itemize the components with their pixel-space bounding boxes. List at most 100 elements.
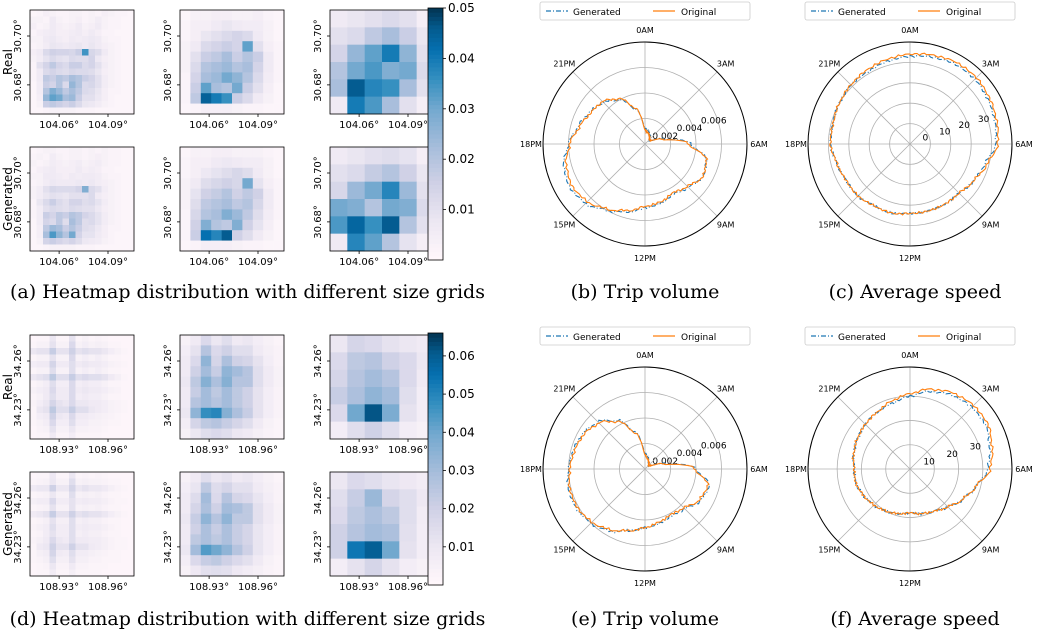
heatmap-cell <box>121 10 128 17</box>
heatmap-cell <box>127 406 135 414</box>
heatmap-cell <box>75 367 83 375</box>
heatmap-cell <box>82 225 89 232</box>
heatmap-cell <box>82 62 89 69</box>
heatmap-cell <box>263 524 274 535</box>
heatmap-cell <box>36 491 44 499</box>
heatmap-cell <box>88 354 96 362</box>
heatmap-cell <box>82 543 89 551</box>
heatmap-cell <box>232 407 243 419</box>
heatmap-cell <box>88 400 96 407</box>
heatmap-cell <box>62 374 70 381</box>
heatmap-cell <box>69 218 76 226</box>
heatmap-cell <box>180 482 191 494</box>
heatmap-cell <box>36 166 44 174</box>
heatmap-cell <box>75 530 83 538</box>
heatmap-cell <box>114 23 122 30</box>
heatmap-cell <box>180 345 191 357</box>
heatmap-cell <box>36 485 44 492</box>
heatmap-cell <box>95 23 102 30</box>
colorbar-segment <box>428 396 443 401</box>
heatmap-cell <box>121 49 128 56</box>
heatmap-cell <box>75 550 83 557</box>
heatmap-cell <box>127 10 135 17</box>
heatmap-cell <box>190 407 202 419</box>
heatmap-cell <box>30 218 37 226</box>
heatmap-cell <box>252 62 264 73</box>
heatmap-cell <box>273 199 285 210</box>
colorbar-segment <box>428 50 443 55</box>
heatmap-cell <box>190 503 202 514</box>
heatmap-cell <box>101 569 109 577</box>
colorbar-segment <box>428 354 443 359</box>
heatmap-cell <box>114 205 122 213</box>
heatmap-cell <box>75 231 83 239</box>
angular-tick-label: 15PM <box>553 221 575 230</box>
heatmap-cell <box>242 492 254 504</box>
heatmap-cell <box>88 153 96 161</box>
heatmap-cell <box>221 335 233 346</box>
heatmap-cell <box>263 534 274 546</box>
heatmap-cell <box>114 147 122 154</box>
heatmap-cell <box>95 511 102 518</box>
heatmap-cell <box>114 387 122 394</box>
heatmap-cell <box>127 517 135 525</box>
heatmap-cell <box>127 186 135 193</box>
row-label: Real <box>1 374 15 400</box>
x-tick-label: 108.93° <box>189 445 229 456</box>
heatmap-cell <box>69 419 76 427</box>
colorbar-segment <box>428 459 443 464</box>
y-tick-label: 34.26° <box>313 481 324 515</box>
colorbar-segment <box>428 176 443 181</box>
heatmap-cell <box>36 472 44 479</box>
heatmap-cell <box>252 472 264 483</box>
heatmap-cell <box>273 345 285 357</box>
caption-a: (a) Heatmap distribution with different … <box>10 281 485 303</box>
heatmap-cell <box>30 550 37 557</box>
heatmap-cell <box>273 472 285 483</box>
heatmap-cell <box>232 82 243 94</box>
heatmap-cell <box>95 517 102 525</box>
heatmap-cell <box>49 166 57 174</box>
heatmap-cell <box>95 218 102 226</box>
heatmap-cell <box>43 205 50 213</box>
heatmap-cell <box>95 491 102 499</box>
heatmap-cell <box>127 400 135 407</box>
heatmap-cell <box>69 160 76 167</box>
heatmap-cell <box>62 225 70 232</box>
colorbar-segment <box>428 66 443 72</box>
heatmap-cell <box>43 400 50 407</box>
heatmap-cell <box>200 188 212 200</box>
heatmap-cell <box>114 530 122 538</box>
heatmap-cell <box>49 244 57 252</box>
heatmap-cell <box>49 199 57 206</box>
heatmap-cell <box>114 192 122 200</box>
heatmap-cell <box>242 188 254 200</box>
heatmap-cell <box>211 335 222 346</box>
polar-panel-b: Generated Original0.0020.0040.0060AM3AM6A… <box>520 1 768 263</box>
colorbar-segment <box>428 117 443 122</box>
colorbar-segment <box>428 239 443 244</box>
heatmap-cell <box>399 369 417 388</box>
heatmap-cell <box>364 387 383 405</box>
heatmap-cell <box>69 524 76 531</box>
heatmap-cell <box>62 29 70 37</box>
heatmap-cell <box>252 167 264 179</box>
heatmap-cell <box>273 407 285 419</box>
heatmap-cell <box>95 563 102 570</box>
heatmap-cell <box>347 27 365 45</box>
heatmap-cell <box>347 216 365 234</box>
series-generated-line <box>851 389 992 516</box>
heatmap-cell <box>101 556 109 564</box>
heatmap-cell <box>43 426 50 433</box>
heatmap-cell <box>221 492 233 504</box>
heatmap-cell <box>30 166 37 174</box>
heatmap-cell <box>88 55 96 63</box>
heatmap-cell <box>108 556 115 564</box>
heatmap-cell <box>95 556 102 564</box>
colorbar-segment <box>428 505 443 510</box>
heatmap-cell <box>127 81 135 89</box>
heatmap-cell <box>273 178 285 189</box>
heatmap-cell <box>82 212 89 219</box>
heatmap-cell <box>30 62 37 69</box>
heatmap-cell <box>190 199 202 210</box>
